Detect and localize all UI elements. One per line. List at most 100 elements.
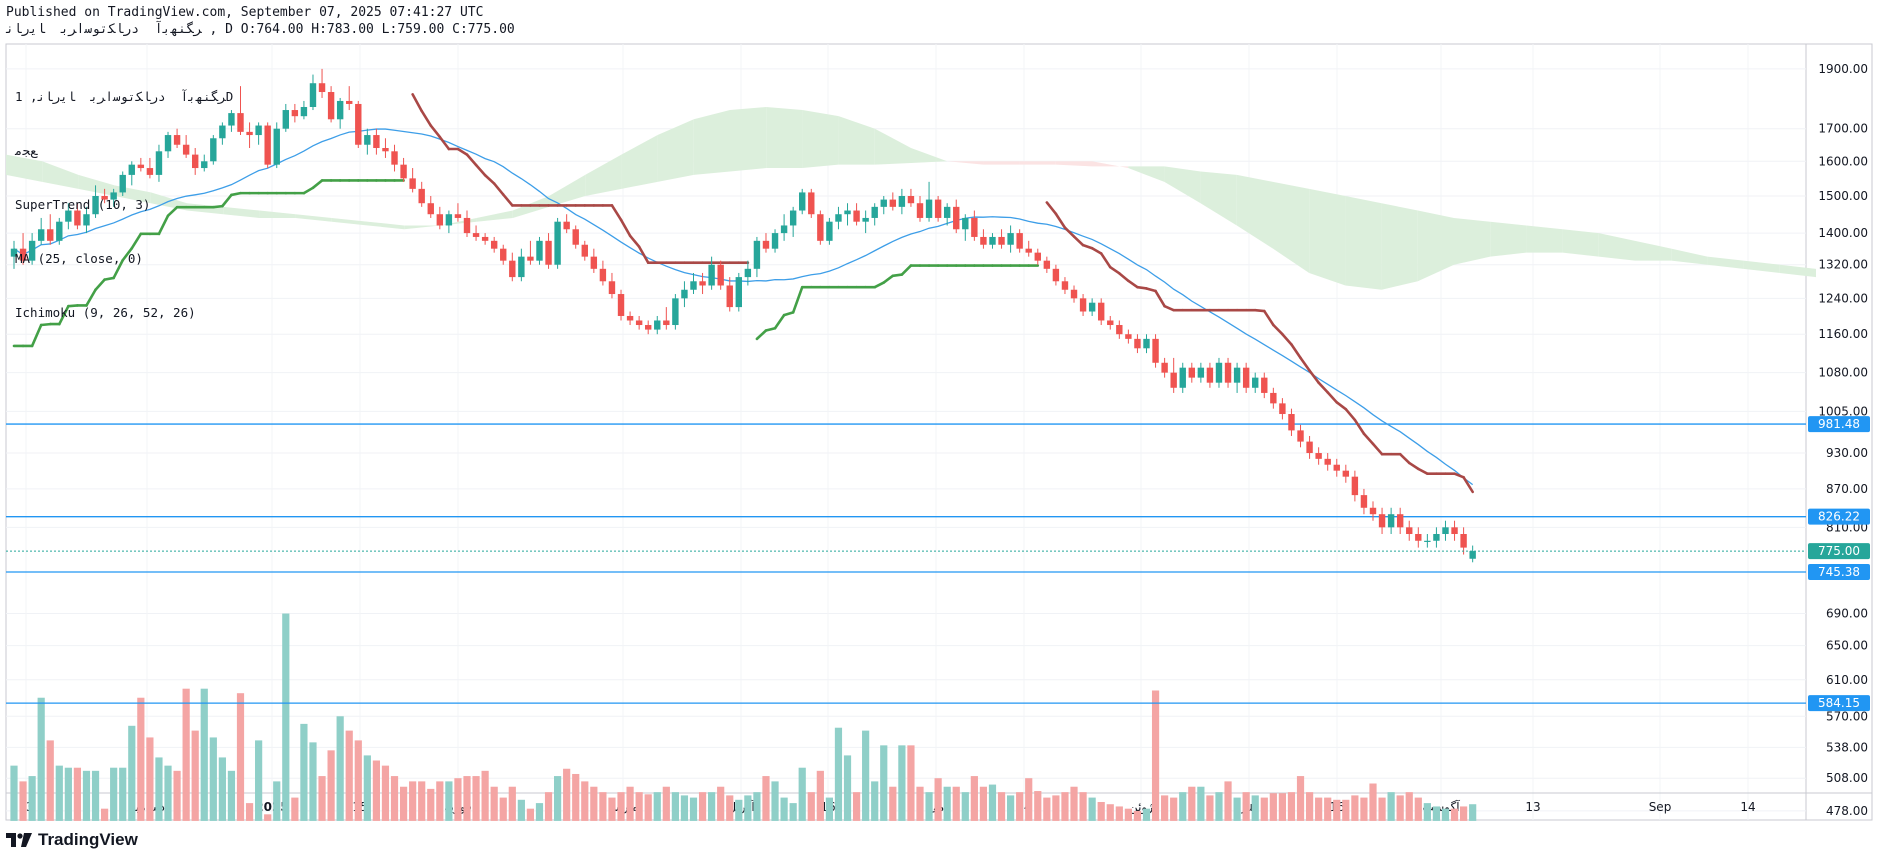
ichimoku-cloud-segment (1381, 203, 1418, 290)
candle-body (182, 144, 190, 155)
supertrend-segment (1090, 246, 1103, 255)
candle-body (445, 214, 453, 226)
volume-bar (1324, 797, 1332, 821)
candle-body (726, 285, 733, 308)
supertrend-segment (1163, 304, 1175, 312)
time-tick-label: 14 (1740, 800, 1755, 814)
volume-bar (889, 786, 897, 821)
candle-body (744, 268, 752, 278)
candle-body (699, 281, 706, 286)
volume-bar (128, 725, 136, 821)
candle-body (472, 233, 480, 237)
candle-body (663, 320, 670, 326)
volume-bar (1025, 778, 1033, 821)
volume-bar (282, 613, 290, 821)
ichimoku-cloud-segment (730, 106, 767, 172)
volume-bar (64, 767, 72, 821)
volume-bar (336, 716, 344, 821)
candle-body (382, 148, 389, 152)
candle-body (19, 248, 27, 261)
time-tick-label: Sep (1649, 800, 1672, 814)
supertrend-segment (1326, 391, 1339, 404)
ichimoku-cloud-segment (766, 106, 803, 169)
ma-line (13, 128, 1474, 486)
volume-bar (418, 781, 426, 821)
legend-supertrend[interactable]: SuperTrend (10, 3) (15, 197, 151, 212)
candle-body (1333, 464, 1340, 471)
ichimoku-cloud-segment (1779, 264, 1816, 278)
price-tick-label: 508.00 (1826, 771, 1868, 785)
candle-body (1052, 268, 1060, 282)
candle-body (37, 229, 45, 241)
supertrend-segment (483, 173, 496, 185)
price-tick-label: 1080.00 (1818, 366, 1868, 380)
volume-bar (1151, 690, 1160, 821)
volume-bar (363, 755, 371, 821)
legend-ma[interactable]: MA (25, close, 0) (15, 251, 143, 266)
level-price-tag (1808, 695, 1870, 712)
candle-body (346, 100, 353, 104)
candle-body (509, 260, 516, 278)
candle-body (690, 281, 697, 290)
volume-bar (454, 778, 462, 821)
candle-body (47, 229, 54, 241)
ichimoku-cloud-segment (42, 161, 79, 189)
candle-body (907, 195, 915, 204)
candle-body (1451, 527, 1458, 535)
legend-ichimoku[interactable]: Ichimoku (9, 26, 52, 26) (15, 305, 196, 320)
candle-body (373, 135, 380, 149)
supertrend-segment (420, 109, 433, 127)
ichimoku-cloud-segment (1128, 166, 1165, 182)
candle-body (237, 113, 244, 132)
volume-bar (110, 767, 118, 821)
candle-body (527, 256, 534, 261)
tradingview-brand[interactable]: TradingView (6, 830, 138, 850)
volume-bar (1124, 808, 1132, 821)
ichimoku-cloud-segment (983, 161, 1020, 165)
price-tick-label: 930.00 (1826, 446, 1868, 460)
supertrend-segment (230, 191, 242, 197)
supertrend-segment (1362, 432, 1375, 446)
candle-body (1197, 367, 1205, 378)
candle-body (427, 203, 434, 215)
volume-bar (119, 767, 127, 821)
candle-body (1007, 233, 1014, 245)
volume-bar (744, 795, 752, 821)
ichimoku-cloud-segment (476, 210, 513, 222)
candle-body (173, 135, 181, 145)
volume-bar (1142, 808, 1151, 821)
volume-bar (481, 770, 489, 821)
volume-bar (1441, 808, 1450, 821)
supertrend-segment (1335, 401, 1348, 411)
volume-bar (1061, 792, 1069, 821)
supertrend-segment (501, 193, 514, 207)
volume-bar (463, 776, 471, 821)
candle-body (780, 225, 788, 234)
candle-body (1252, 377, 1259, 388)
supertrend-segment (411, 93, 424, 113)
volume-bar (798, 767, 806, 821)
ichimoku-cloud-segment (78, 174, 115, 196)
supertrend-segment (94, 278, 106, 292)
ichimoku-cloud-segment (1417, 210, 1454, 282)
candle-body (617, 294, 625, 316)
ichimoku-cloud-segment (693, 110, 730, 175)
ichimoku-cloud-segment (1019, 161, 1056, 165)
supertrend-segment (67, 304, 79, 308)
supertrend-segment (103, 276, 115, 281)
candle-body (925, 199, 933, 218)
volume-bar (1287, 792, 1296, 821)
candle-body (1079, 298, 1087, 312)
candle-body (1025, 248, 1032, 253)
ichimoku-cloud-segment (1671, 248, 1708, 265)
ichimoku-cloud-segment (1598, 233, 1635, 261)
candle-body (898, 195, 906, 207)
candle-body (1034, 252, 1041, 261)
supertrend-segment (121, 246, 134, 262)
volume-bar (1369, 783, 1377, 821)
candle-body (1270, 392, 1277, 404)
time-tick-label: آگوست (1422, 799, 1460, 815)
volume-bar (19, 781, 27, 821)
volume-bar (1423, 803, 1431, 821)
